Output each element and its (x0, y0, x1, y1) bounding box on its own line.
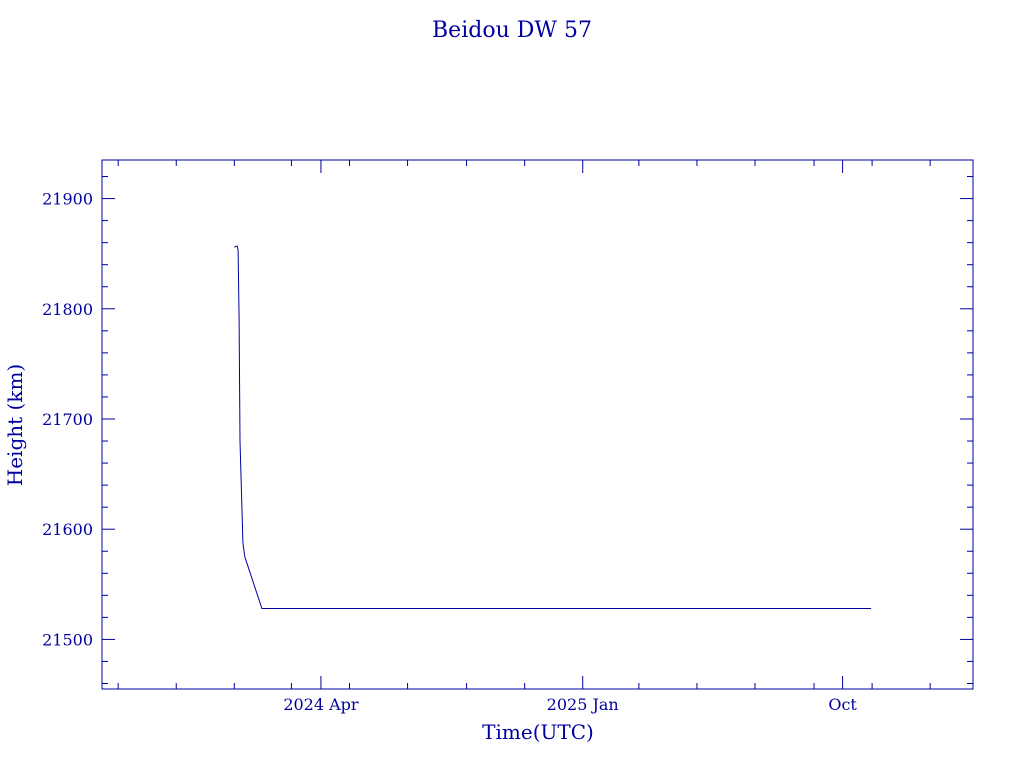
y-tick-label: 21900 (42, 190, 93, 209)
tick-labels: 21500 21600 21700 21800 21900 2024 Apr 2025 Ja… (42, 190, 857, 714)
y-axis-label: Height (km) (3, 364, 27, 486)
y-tick-label: 21600 (42, 520, 93, 539)
y-tick-label: 21800 (42, 300, 93, 319)
chart-title: Beidou DW 57 (432, 18, 592, 43)
height-series-line (234, 245, 872, 609)
y-tick-label: 21500 (42, 630, 93, 649)
x-tick-label: 2025 Jan (547, 695, 619, 714)
x-axis-label: Time(UTC) (482, 720, 594, 744)
series-layer (234, 245, 872, 609)
x-tick-label: Oct (828, 695, 857, 714)
x-tick-label: 2024 Apr (283, 695, 359, 714)
y-tick-label: 21700 (42, 410, 93, 429)
axis-ticks (102, 160, 973, 689)
plot-frame (101, 159, 974, 690)
